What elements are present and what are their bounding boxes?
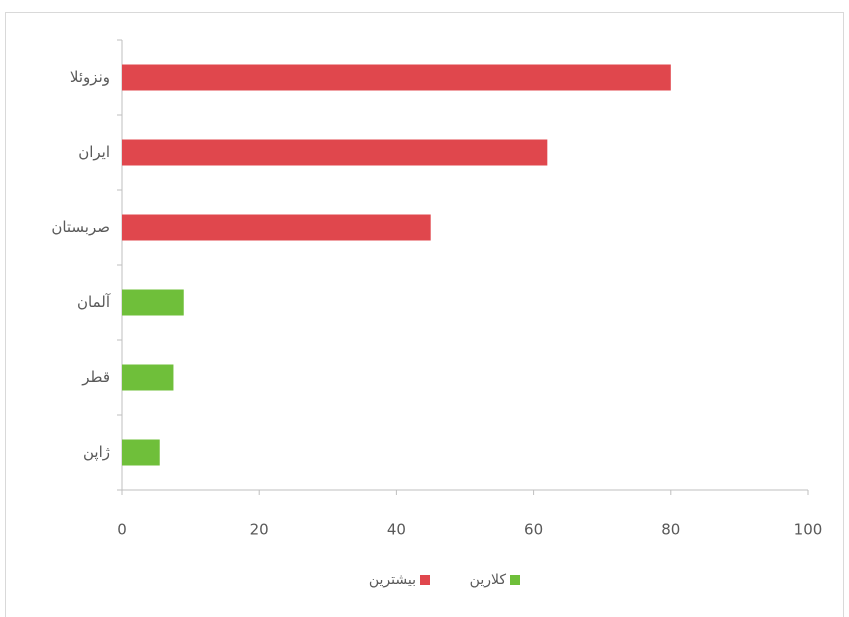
bar [122,140,547,166]
x-tick-label: 40 [387,521,406,539]
y-tick-label: قطر [81,368,110,386]
y-tick-label: ایران [78,143,110,161]
y-tick-label: ژاپن [83,443,110,462]
legend-label: بیشترین [369,572,416,588]
legend-swatch [510,575,520,585]
legend-label: کلارین [470,572,507,588]
legend-swatch [420,575,430,585]
x-tick-label: 20 [250,521,269,539]
bar [122,215,431,241]
bar [122,365,173,391]
x-tick-label: 80 [661,521,680,539]
y-tick-label: صربستان [51,218,110,236]
page: 0 20 40 60 80 100 ونزوئلا ایران صربستان آلمان قطر ژ… [0,0,849,617]
bar [122,290,184,316]
x-tick-label: 100 [794,521,823,539]
y-tick-label: ونزوئلا [70,68,110,86]
x-tick-label: 60 [524,521,543,539]
y-tick-label: آلمان [77,293,111,311]
x-tick-label: 0 [117,521,127,539]
bar [122,440,160,466]
chart: 0 20 40 60 80 100 ونزوئلا ایران صربستان آلمان قطر ژ… [0,0,849,617]
bar [122,65,671,91]
